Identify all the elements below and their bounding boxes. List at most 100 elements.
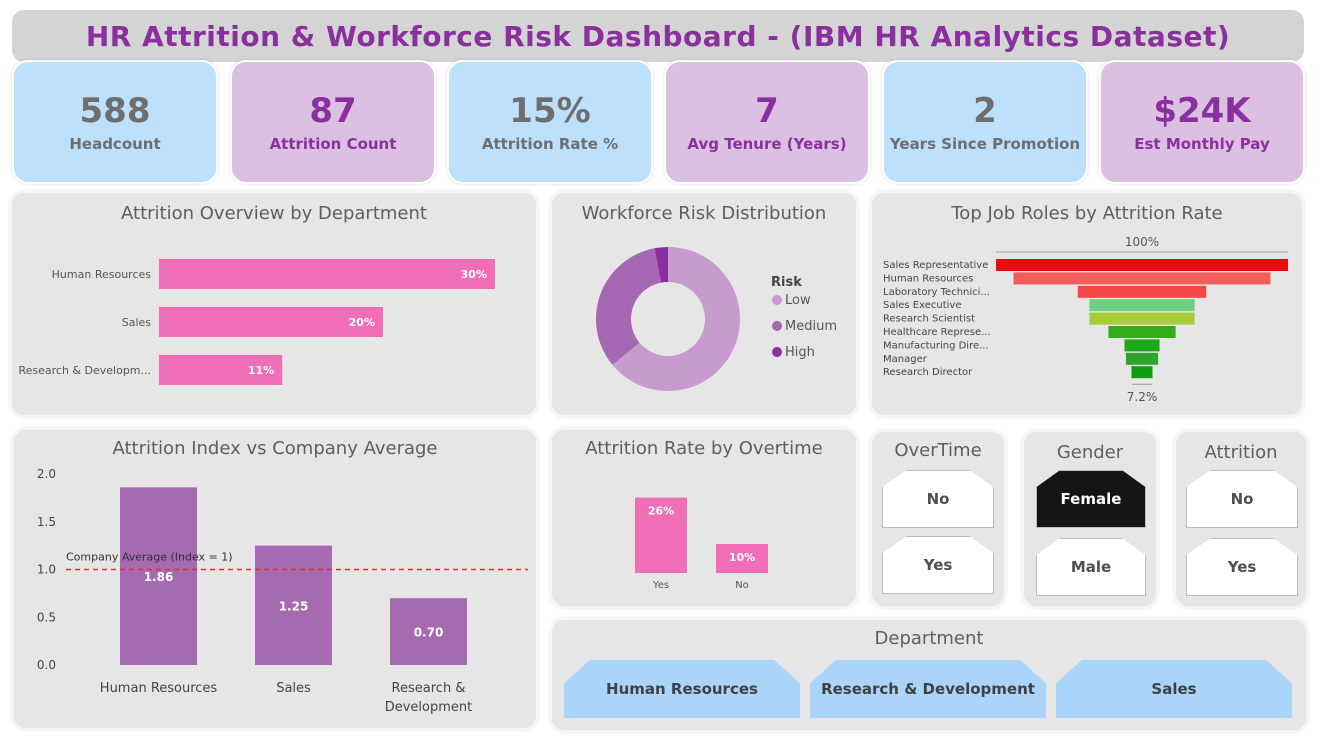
funnel-bar xyxy=(1013,272,1271,285)
panel-title: Attrition Index vs Company Average xyxy=(112,438,438,459)
kpi-label: Attrition Rate % xyxy=(481,135,619,154)
panel-title: Attrition Rate by Overtime xyxy=(585,438,823,459)
bar-data-label: 20% xyxy=(349,316,375,329)
bar xyxy=(120,487,197,665)
gender-slicer: Gender Female Male xyxy=(1022,430,1158,608)
funnel-bar xyxy=(1131,366,1153,379)
legend-label: Low xyxy=(785,293,811,308)
funnel-bar xyxy=(1077,285,1207,298)
kpi-value: 15% xyxy=(509,90,591,131)
funnel-category-label: Healthcare Represe... xyxy=(883,327,991,338)
department-slicer: Department Human Resources Research & De… xyxy=(550,618,1308,732)
legend-marker xyxy=(772,321,782,331)
funnel-bar xyxy=(1089,299,1195,312)
funnel-top-label: 100% xyxy=(1125,235,1159,249)
attrition-index-chart: 0.0 0.5 1.0 1.5 2.0 1.86 Human Resources 1.25 Sa… xyxy=(37,467,528,715)
slicer-option-gender-female[interactable]: Female xyxy=(1036,470,1146,528)
funnel-bar xyxy=(1108,326,1176,338)
kpi-card-attrition-rate: 15% Attrition Rate % xyxy=(447,60,653,184)
legend-label: High xyxy=(785,345,815,360)
donut-slice xyxy=(654,247,668,283)
slicer-title: Gender xyxy=(1056,442,1124,463)
panel-title: Attrition Overview by Department xyxy=(121,203,427,224)
funnel-category-label: Research Scientist xyxy=(883,314,975,325)
overtime-slicer: OverTime No Yes xyxy=(870,430,1006,608)
bar xyxy=(255,545,332,665)
legend-label: Medium xyxy=(785,319,837,334)
attrition-slicer: Attrition No Yes xyxy=(1174,430,1308,608)
bar xyxy=(635,497,687,573)
kpi-card-attrition-count: 87 Attrition Count xyxy=(230,60,436,184)
bar-category-label: Human Resources xyxy=(52,268,152,281)
slicer-option-overtime-no[interactable]: No xyxy=(882,470,994,528)
bar xyxy=(159,355,283,385)
x-tick-label: Human Resources xyxy=(100,681,218,696)
legend-marker xyxy=(772,295,782,305)
kpi-card-avg-tenure: 7 Avg Tenure (Years) xyxy=(664,60,870,184)
kpi-label: Avg Tenure (Years) xyxy=(687,135,847,154)
kpi-card-monthly-pay: $24K Est Monthly Pay xyxy=(1099,60,1305,184)
slicer-option-gender-male[interactable]: Male xyxy=(1036,538,1146,596)
x-tick-label: Research & xyxy=(392,681,466,696)
dashboard-title: HR Attrition & Workforce Risk Dashboard … xyxy=(85,19,1231,53)
y-tick-label: 2.0 xyxy=(37,467,56,481)
funnel-category-label: Human Resources xyxy=(883,273,973,284)
overtime-chart: 26% Yes 10% No xyxy=(635,497,768,591)
kpi-label: Est Monthly Pay xyxy=(1134,135,1270,154)
bar-data-label: 11% xyxy=(248,364,274,377)
panel-title: Top Job Roles by Attrition Rate xyxy=(951,203,1223,224)
bar-data-label: 30% xyxy=(461,268,487,281)
funnel-bar xyxy=(1124,339,1160,352)
funnel-category-label: Manufacturing Dire... xyxy=(883,340,989,351)
bar-category-label: Research & Developm... xyxy=(18,364,151,377)
x-tick-label: Yes xyxy=(652,580,669,591)
kpi-value: 2 xyxy=(973,90,997,131)
slicer-option-attrition-yes[interactable]: Yes xyxy=(1186,538,1298,596)
x-tick-label: Development xyxy=(385,700,473,715)
kpi-value: $24K xyxy=(1153,90,1251,131)
kpi-card-headcount: 588 Headcount xyxy=(12,60,218,184)
risk-donut-chart: Risk Low Medium High xyxy=(596,247,837,391)
job-roles-panel: Top Job Roles by Attrition Rate 100% Sale… xyxy=(870,191,1304,417)
reference-line-label: Company Average (Index = 1) xyxy=(66,551,233,564)
funnel-category-label: Sales Representative xyxy=(883,260,988,271)
slicer-option-overtime-yes[interactable]: Yes xyxy=(882,536,994,594)
x-tick-label: Sales xyxy=(276,681,311,696)
slicer-option-attrition-no[interactable]: No xyxy=(1186,470,1298,528)
slicer-option-dept-hr[interactable]: Human Resources xyxy=(564,660,800,718)
slicer-title: Department xyxy=(874,628,984,649)
legend-marker xyxy=(772,347,782,357)
bar-data-label: 0.70 xyxy=(414,626,444,640)
funnel-category-label: Sales Executive xyxy=(883,300,961,311)
index-panel: Attrition Index vs Company Average 0.0 0.… xyxy=(12,428,538,730)
x-tick-label: No xyxy=(735,580,749,591)
y-tick-label: 1.0 xyxy=(37,563,56,577)
slicer-title: OverTime xyxy=(894,440,982,461)
slicer-title: Attrition xyxy=(1204,442,1278,463)
bar-data-label: 10% xyxy=(729,551,755,564)
dept-overview-panel: Attrition Overview by Department Human R… xyxy=(10,191,538,417)
job-roles-funnel-chart: 100% Sales Representative Human Resources L… xyxy=(883,235,1288,404)
donut-slice xyxy=(596,248,662,365)
funnel-category-label: Research Director xyxy=(883,367,973,378)
bar-data-label: 26% xyxy=(648,505,674,518)
kpi-label: Attrition Count xyxy=(269,135,397,154)
funnel-bar xyxy=(1089,312,1195,325)
donut-slice xyxy=(612,247,740,391)
bar xyxy=(159,259,495,289)
slicer-option-dept-sales[interactable]: Sales xyxy=(1056,660,1292,718)
slicer-option-dept-rd[interactable]: Research & Development xyxy=(810,660,1046,718)
bar-data-label: 1.86 xyxy=(144,570,174,584)
kpi-card-years-since-promotion: 2 Years Since Promotion xyxy=(882,60,1088,184)
panel-title: Workforce Risk Distribution xyxy=(581,203,827,224)
dept-overview-chart: Human Resources 30% Sales 20% Research & Dev… xyxy=(18,259,495,385)
y-tick-label: 0.0 xyxy=(37,658,56,672)
bar xyxy=(716,544,768,573)
y-tick-label: 1.5 xyxy=(37,515,56,529)
funnel-bottom-label: 7.2% xyxy=(1127,390,1158,404)
funnel-bar xyxy=(1125,352,1159,365)
kpi-label: Headcount xyxy=(69,135,161,154)
funnel-category-label: Manager xyxy=(883,354,928,365)
bar-data-label: 1.25 xyxy=(279,599,309,613)
legend-title: Risk xyxy=(771,275,802,290)
